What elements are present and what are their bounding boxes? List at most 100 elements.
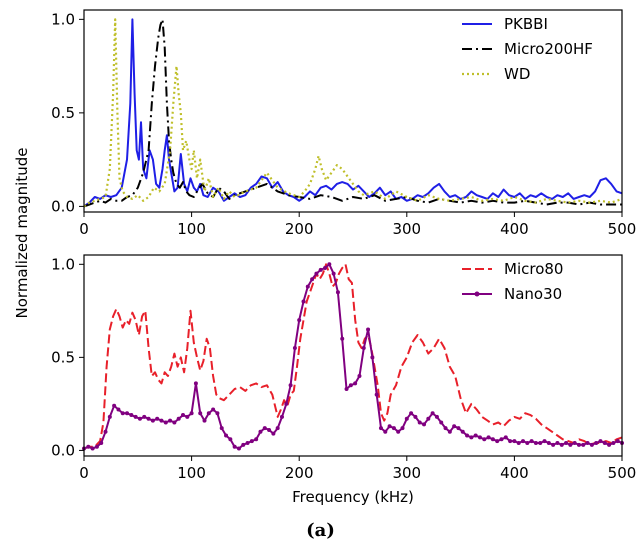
data-point-Nano30 — [103, 429, 108, 434]
data-point-Nano30 — [396, 429, 401, 434]
data-point-Nano30 — [568, 442, 573, 447]
legend-label-PKBBI: PKBBI — [504, 15, 548, 33]
data-point-Nano30 — [353, 381, 358, 386]
data-point-Nano30 — [262, 426, 267, 431]
data-point-Nano30 — [142, 414, 147, 419]
data-point-Nano30 — [112, 403, 117, 408]
data-point-Nano30 — [211, 407, 216, 412]
legend-marker-Nano30 — [474, 291, 480, 297]
data-point-Nano30 — [417, 420, 422, 425]
data-point-Nano30 — [447, 429, 452, 434]
data-point-Nano30 — [383, 429, 388, 434]
data-point-Nano30 — [387, 424, 392, 429]
x-tick-label: 200 — [285, 464, 314, 482]
x-tick-label: 500 — [608, 464, 637, 482]
x-axis-title: Frequency (kHz) — [292, 488, 414, 506]
data-point-Nano30 — [284, 401, 289, 406]
series-line-Micro80 — [84, 263, 622, 450]
data-point-Nano30 — [159, 418, 164, 423]
data-point-Nano30 — [228, 437, 233, 442]
data-point-Nano30 — [340, 336, 345, 341]
data-point-Nano30 — [370, 355, 375, 360]
data-point-Nano30 — [335, 290, 340, 295]
data-point-Nano30 — [168, 418, 173, 423]
data-point-Nano30 — [193, 381, 198, 386]
data-point-Nano30 — [137, 416, 142, 421]
data-point-Nano30 — [180, 413, 185, 418]
data-point-Nano30 — [404, 416, 409, 421]
x-tick-label: 300 — [392, 220, 421, 238]
plot-frame — [83, 254, 623, 457]
data-point-Nano30 — [185, 414, 190, 419]
data-point-Nano30 — [456, 426, 461, 431]
data-point-Nano30 — [219, 426, 224, 431]
data-point-Nano30 — [533, 440, 538, 445]
legend-label-Micro200HF: Micro200HF — [504, 40, 593, 58]
data-point-Nano30 — [426, 416, 431, 421]
data-point-Nano30 — [202, 418, 207, 423]
data-point-Nano30 — [521, 439, 526, 444]
y-tick-label: 1.0 — [51, 255, 75, 273]
x-tick-label: 300 — [392, 464, 421, 482]
data-point-Nano30 — [378, 426, 383, 431]
data-point-Nano30 — [391, 426, 396, 431]
data-point-Nano30 — [607, 442, 612, 447]
data-point-Nano30 — [318, 267, 323, 272]
data-point-Nano30 — [585, 440, 590, 445]
data-point-Nano30 — [249, 439, 254, 444]
data-point-Nano30 — [576, 442, 581, 447]
data-point-Nano30 — [409, 411, 414, 416]
x-tick-label: 100 — [177, 220, 206, 238]
data-point-Nano30 — [422, 422, 427, 427]
data-point-Nano30 — [572, 440, 577, 445]
data-point-Nano30 — [90, 446, 95, 451]
data-point-Nano30 — [254, 437, 259, 442]
data-point-Nano30 — [232, 444, 237, 449]
data-point-Nano30 — [146, 416, 151, 421]
data-point-Nano30 — [589, 442, 594, 447]
data-point-Nano30 — [155, 416, 160, 421]
data-point-Nano30 — [176, 416, 181, 421]
data-point-Nano30 — [546, 440, 551, 445]
data-point-Nano30 — [512, 439, 517, 444]
data-point-Nano30 — [310, 277, 315, 282]
data-point-Nano30 — [465, 433, 470, 438]
data-point-Nano30 — [413, 414, 418, 419]
data-point-Nano30 — [245, 440, 250, 445]
data-point-Nano30 — [331, 271, 336, 276]
data-point-Nano30 — [288, 383, 293, 388]
data-point-Nano30 — [236, 446, 241, 451]
data-point-Nano30 — [477, 435, 482, 440]
data-point-Nano30 — [258, 429, 263, 434]
data-point-Nano30 — [400, 426, 405, 431]
data-point-Nano30 — [292, 346, 297, 351]
data-point-Nano30 — [564, 440, 569, 445]
data-point-Nano30 — [542, 439, 547, 444]
data-point-Nano30 — [314, 271, 319, 276]
data-point-Nano30 — [503, 435, 508, 440]
data-point-Nano30 — [297, 318, 302, 323]
data-point-Nano30 — [551, 442, 556, 447]
data-point-Nano30 — [323, 266, 328, 271]
data-point-Nano30 — [538, 440, 543, 445]
data-point-Nano30 — [86, 444, 91, 449]
chart-panel-1: 0 100 200 300 400 500 0.0 0.5 1.0 PKBBI Micro200HF… — [51, 9, 636, 238]
data-point-Nano30 — [206, 411, 211, 416]
x-tick-label: 400 — [500, 464, 529, 482]
data-point-Nano30 — [482, 437, 487, 442]
data-point-Nano30 — [94, 444, 99, 449]
figure-caption: (a) — [306, 520, 335, 541]
legend-label-Nano30: Nano30 — [504, 285, 562, 303]
data-point-Nano30 — [529, 439, 534, 444]
data-point-Nano30 — [189, 411, 194, 416]
data-point-Nano30 — [555, 440, 560, 445]
figure: 0 100 200 300 400 500 0.0 0.5 1.0 PKBBI Micro200HF… — [13, 9, 637, 506]
data-point-Nano30 — [348, 383, 353, 388]
data-point-Nano30 — [172, 420, 177, 425]
data-point-Nano30 — [241, 442, 246, 447]
y-tick-label: 0.0 — [51, 441, 75, 459]
y-axis-title: Normalized magnitude — [13, 148, 31, 319]
data-point-Nano30 — [516, 440, 521, 445]
data-point-Nano30 — [473, 433, 478, 438]
series-line-PKBBI — [84, 18, 622, 208]
